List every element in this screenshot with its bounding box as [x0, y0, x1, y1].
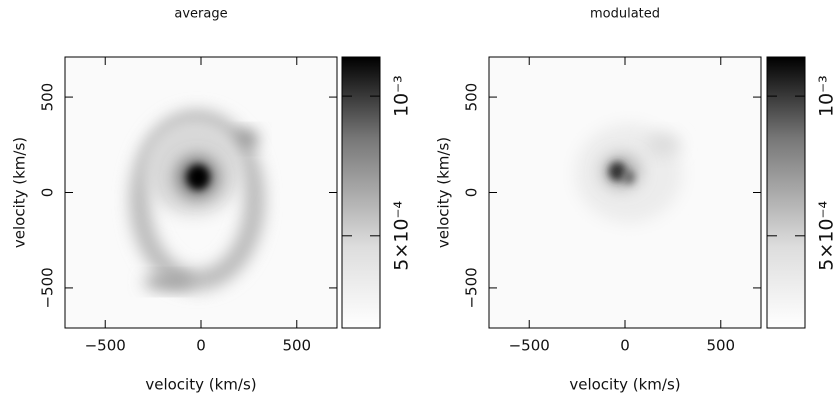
colorbar-label: 5×10⁻⁴: [816, 201, 835, 271]
x-axis-label: velocity (km/s): [145, 376, 256, 394]
y-tick-label: −500: [39, 267, 57, 308]
ring: [129, 109, 265, 291]
image: [489, 57, 761, 328]
colorbar-label: 10⁻³: [816, 75, 835, 117]
y-tick-label: −500: [463, 267, 481, 308]
colorbar-label: 5×10⁻⁴: [391, 201, 413, 271]
y-axis-label: velocity (km/s): [435, 137, 453, 248]
image: [65, 57, 337, 328]
blob: [231, 130, 259, 148]
x-tick-label: 0: [196, 337, 206, 355]
y-tick-label: 500: [463, 83, 481, 112]
blob: [608, 161, 626, 182]
y-axis-label: velocity (km/s): [11, 137, 29, 248]
x-tick-label: 500: [282, 337, 311, 355]
x-axis-label: velocity (km/s): [569, 376, 680, 394]
blob: [186, 164, 210, 190]
y-tick-label: 0: [463, 188, 481, 198]
colorbar: [341, 56, 381, 329]
x-tick-label: −500: [509, 337, 550, 355]
y-tick-label: 500: [39, 83, 57, 112]
panel-title: average: [174, 7, 227, 22]
x-tick-label: 500: [706, 337, 735, 355]
x-tick-label: −500: [85, 337, 126, 355]
blob: [623, 170, 635, 184]
blob: [143, 274, 194, 290]
colorbar-label: 10⁻³: [391, 75, 413, 117]
panel-title: modulated: [590, 7, 660, 22]
y-tick-label: 0: [39, 188, 57, 198]
x-tick-label: 0: [620, 337, 630, 355]
blob: [646, 133, 681, 157]
colorbar: [766, 56, 806, 329]
